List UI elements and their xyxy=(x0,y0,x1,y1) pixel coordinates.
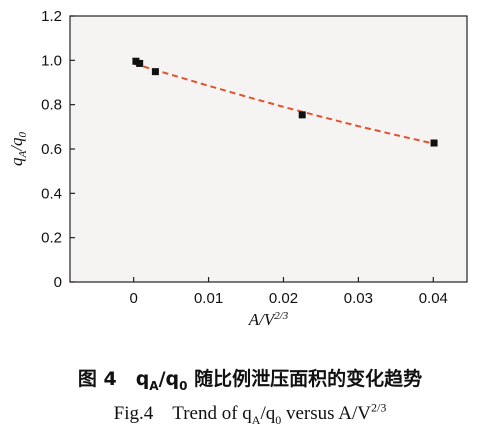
x-tick-label: 0.02 xyxy=(269,290,298,307)
y-tick-label: 0.2 xyxy=(41,230,62,247)
fit-line xyxy=(133,62,434,145)
data-points xyxy=(132,57,438,147)
caption-chinese-text: 图 4 qA/q0 随比例泄压面积的变化趋势 xyxy=(77,368,423,393)
fit-line-layer xyxy=(133,62,434,145)
data-point xyxy=(430,139,438,147)
y-tick-label: 0.6 xyxy=(41,141,62,158)
y-tick-label: 0.4 xyxy=(41,185,62,202)
x-axis-label: A/V2/3 xyxy=(248,310,289,329)
y-axis-label: qA/q0 xyxy=(7,132,29,166)
axis-labels: A/V2/3 qA/q0 xyxy=(7,132,289,329)
data-point xyxy=(298,111,306,119)
y-tick-label: 0.8 xyxy=(41,97,62,114)
chart: 0 0.01 0.02 0.03 0.04 0 0.2 0.4 0.6 0.8 1.0 1.2 A/V… xyxy=(7,8,468,329)
data-point xyxy=(136,59,144,67)
caption-english-text: Fig.4 Trend of qA/q0 versus A/V2/3 xyxy=(113,400,387,427)
y-tick-label: 1.2 xyxy=(41,8,62,25)
data-point xyxy=(151,68,159,76)
data-point xyxy=(132,57,140,65)
plot-area xyxy=(70,16,467,282)
x-tick-label: 0.03 xyxy=(344,290,373,307)
y-tick-label: 0 xyxy=(54,274,62,291)
y-tick-label: 1.0 xyxy=(41,52,62,69)
x-tick-label: 0.04 xyxy=(419,290,448,307)
x-tick-label: 0 xyxy=(129,290,137,307)
caption-chinese: 图 4 qA/q0 随比例泄压面积的变化趋势 xyxy=(0,364,500,393)
x-tick-label: 0.01 xyxy=(194,290,223,307)
axes: 0 0.01 0.02 0.03 0.04 0 0.2 0.4 0.6 0.8 1.0 1.2 xyxy=(41,8,468,307)
caption-english: Fig.4 Trend of qA/q0 versus A/V2/3 xyxy=(0,398,500,428)
